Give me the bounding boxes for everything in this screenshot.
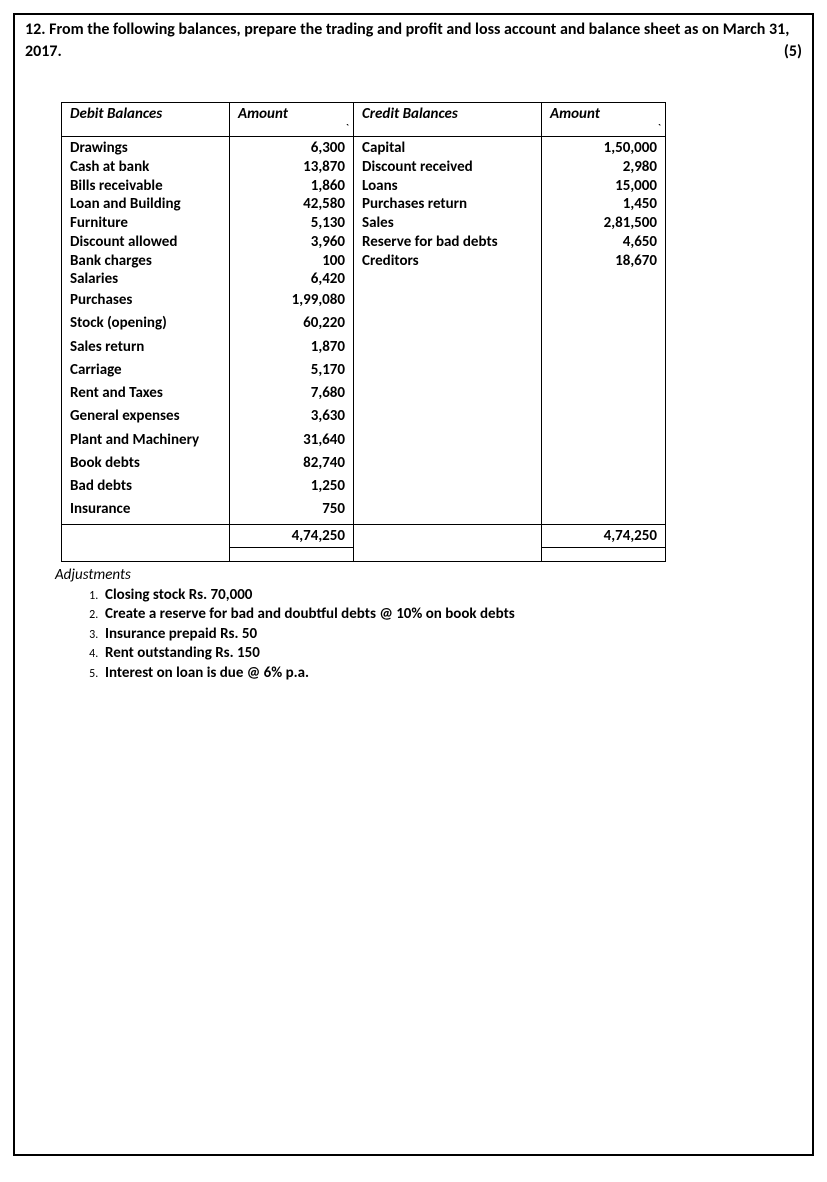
- table-row-amount: 6,420: [238, 270, 345, 289]
- table-row-label: Insurance: [70, 498, 221, 521]
- credit-total-label: [354, 524, 542, 547]
- th-debit-balances: Debit Balances: [62, 103, 230, 137]
- debit-labels-cell: DrawingsCash at bankBills receivableLoan…: [62, 137, 230, 525]
- table-row-label: Reserve for bad debts: [362, 233, 533, 252]
- empty-cell: [230, 547, 354, 561]
- table-row-amount: 2,980: [550, 158, 657, 177]
- table-row-label: Loan and Building: [70, 195, 221, 214]
- credit-amounts-cell: 1,50,0002,98015,0001,4502,81,5004,65018,…: [542, 137, 666, 525]
- table-row-label: Carriage: [70, 359, 221, 382]
- table-header-row: Debit Balances Amount ` Credit Balances …: [62, 103, 666, 137]
- table-row-label: Bad debts: [70, 475, 221, 498]
- adjustments-heading: Adjustments: [55, 566, 802, 584]
- empty-cell: [62, 547, 230, 561]
- debit-total-label: [62, 524, 230, 547]
- table-row-label: Stock (opening): [70, 312, 221, 335]
- table-row-amount: 31,640: [238, 429, 345, 452]
- table-row-amount: 13,870: [238, 158, 345, 177]
- table-row-label: Purchases return: [362, 195, 533, 214]
- th-debit-amount: Amount `: [230, 103, 354, 137]
- debit-amounts-cell: 6,30013,8701,86042,5805,1303,9601006,420…: [230, 137, 354, 525]
- table-row-amount: 1,860: [238, 177, 345, 196]
- trial-balance-table: Debit Balances Amount ` Credit Balances …: [61, 102, 666, 562]
- table-row-amount: 5,170: [238, 359, 345, 382]
- empty-strip-row: [62, 547, 666, 561]
- question-block: 12. From the following balances, prepare…: [25, 19, 802, 62]
- adjustment-item: Create a reserve for bad and doubtful de…: [101, 605, 802, 625]
- table-row-amount: 82,740: [238, 452, 345, 475]
- question-body: From the following balances, prepare the…: [25, 20, 789, 61]
- table-row-amount: 3,960: [238, 233, 345, 252]
- table-row-label: Plant and Machinery: [70, 429, 221, 452]
- table-row-amount: 100: [238, 252, 345, 271]
- table-row-amount: 60,220: [238, 312, 345, 335]
- debit-total-amount: 4,74,250: [230, 524, 354, 547]
- th-credit-balances: Credit Balances: [354, 103, 542, 137]
- page-container: 12. From the following balances, prepare…: [13, 13, 814, 1156]
- table-row-label: General expenses: [70, 405, 221, 428]
- table-row-label: Furniture: [70, 214, 221, 233]
- table-row-label: Bank charges: [70, 252, 221, 271]
- empty-cell: [542, 547, 666, 561]
- question-marks: (5): [784, 41, 802, 63]
- credit-labels-cell: CapitalDiscount receivedLoansPurchases r…: [354, 137, 542, 525]
- table-row-label: Loans: [362, 177, 533, 196]
- table-row-label: Creditors: [362, 252, 533, 271]
- table-row-amount: 6,300: [238, 139, 345, 158]
- empty-cell: [354, 547, 542, 561]
- adjustment-item: Closing stock Rs. 70,000: [101, 586, 802, 606]
- table-row-amount: 15,000: [550, 177, 657, 196]
- credit-total-amount: 4,74,250: [542, 524, 666, 547]
- tick-mark: `: [658, 121, 661, 134]
- table-row-label: Purchases: [70, 289, 221, 312]
- adjustment-item: Interest on loan is due @ 6% p.a.: [101, 664, 802, 684]
- table-row-amount: 1,450: [550, 195, 657, 214]
- table-row-label: Cash at bank: [70, 158, 221, 177]
- table-row-amount: 1,99,080: [238, 289, 345, 312]
- table-row-amount: 3,630: [238, 405, 345, 428]
- table-row-label: Salaries: [70, 270, 221, 289]
- table-body-row: DrawingsCash at bankBills receivableLoan…: [62, 137, 666, 525]
- adjustment-item: Insurance prepaid Rs. 50: [101, 625, 802, 645]
- table-row-label: Discount allowed: [70, 233, 221, 252]
- table-row-amount: 1,250: [238, 475, 345, 498]
- table-row-amount: 4,650: [550, 233, 657, 252]
- table-row-label: Rent and Taxes: [70, 382, 221, 405]
- table-row-label: Drawings: [70, 139, 221, 158]
- table-row-label: Capital: [362, 139, 533, 158]
- table-row-label: Bills receivable: [70, 177, 221, 196]
- th-credit-amount: Amount `: [542, 103, 666, 137]
- table-row-label: Discount received: [362, 158, 533, 177]
- table-row-label: Book debts: [70, 452, 221, 475]
- table-row-amount: 18,670: [550, 252, 657, 271]
- table-row-amount: 42,580: [238, 195, 345, 214]
- question-number: 12.: [25, 20, 46, 39]
- table-row-label: Sales return: [70, 336, 221, 359]
- th-credit-amount-text: Amount: [550, 105, 600, 123]
- adjustment-item: Rent outstanding Rs. 150: [101, 644, 802, 664]
- table-row-label: Sales: [362, 214, 533, 233]
- table-row-amount: 2,81,500: [550, 214, 657, 233]
- table-row-amount: 7,680: [238, 382, 345, 405]
- totals-row: 4,74,250 4,74,250: [62, 524, 666, 547]
- adjustments-list: Closing stock Rs. 70,000Create a reserve…: [79, 586, 802, 684]
- th-debit-amount-text: Amount: [238, 105, 288, 123]
- table-row-amount: 750: [238, 498, 345, 521]
- table-row-amount: 5,130: [238, 214, 345, 233]
- table-row-amount: 1,870: [238, 336, 345, 359]
- table-row-amount: 1,50,000: [550, 139, 657, 158]
- tick-mark: `: [346, 121, 349, 134]
